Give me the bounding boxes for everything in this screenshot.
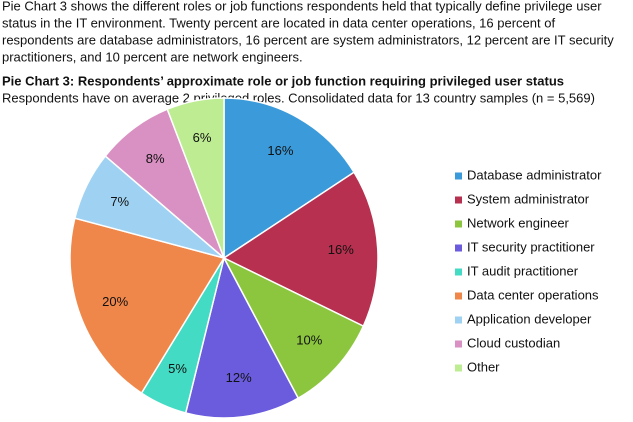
slice-label: 5% bbox=[168, 361, 187, 376]
slice-label: 6% bbox=[193, 130, 212, 145]
legend-swatch bbox=[455, 292, 462, 300]
legend-label: Network engineer bbox=[467, 215, 570, 230]
slice-label: 8% bbox=[146, 151, 165, 166]
legend-label: Cloud custodian bbox=[467, 335, 560, 350]
legend-label: Database administrator bbox=[467, 167, 602, 182]
slice-label: 16% bbox=[267, 143, 293, 158]
legend-label: Other bbox=[467, 359, 500, 374]
legend-swatch bbox=[455, 316, 462, 324]
intro-line: respondents are database administrators,… bbox=[2, 32, 614, 47]
intro-line: practitioners, and 10 percent are networ… bbox=[2, 49, 303, 64]
legend-label: IT audit practitioner bbox=[467, 263, 579, 278]
slice-label: 20% bbox=[102, 294, 128, 309]
slice-label: 16% bbox=[328, 242, 354, 257]
legend-label: Data center operations bbox=[467, 287, 599, 302]
legend-swatch bbox=[455, 268, 462, 276]
pie-slice bbox=[184, 255, 300, 419]
legend-swatch bbox=[455, 340, 462, 348]
intro-line: Pie Chart 3 shows the different roles or… bbox=[2, 0, 602, 13]
legend-swatch bbox=[455, 244, 462, 252]
legend-swatch bbox=[455, 220, 462, 228]
pie-slice bbox=[223, 97, 356, 260]
pie-slice bbox=[166, 97, 225, 259]
pie-slice bbox=[69, 217, 226, 395]
intro-line: status in the IT environment. Twenty per… bbox=[2, 15, 555, 30]
legend-swatch bbox=[455, 364, 462, 372]
legend-label: System administrator bbox=[467, 191, 590, 206]
legend-swatch bbox=[455, 172, 462, 180]
legend-label: IT security practitioner bbox=[467, 239, 595, 254]
pie-slice bbox=[222, 256, 365, 400]
slice-label: 7% bbox=[110, 194, 129, 209]
chart-title: Pie Chart 3: Respondents’ approximate ro… bbox=[2, 73, 564, 88]
pie-slice bbox=[222, 171, 379, 328]
slice-label: 10% bbox=[296, 333, 322, 348]
legend-swatch bbox=[455, 196, 462, 204]
slice-label: 12% bbox=[226, 370, 252, 385]
legend-label: Application developer bbox=[467, 311, 592, 326]
chart-subtitle: Respondents have on average 2 privileged… bbox=[2, 90, 595, 105]
